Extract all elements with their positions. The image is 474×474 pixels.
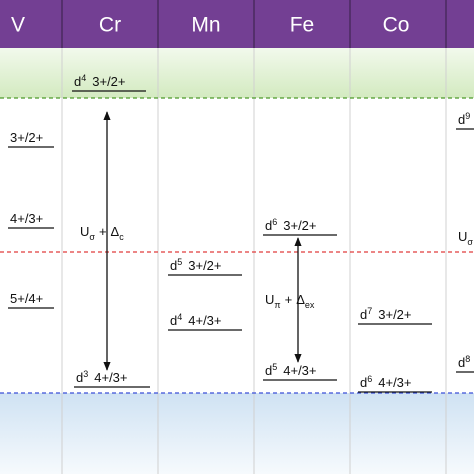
orbital: d	[458, 112, 465, 127]
orbital: d	[458, 355, 465, 370]
level-label: d5 3+/2+	[170, 257, 222, 273]
column-lines	[61, 48, 447, 474]
level-label: 5+/4+	[10, 291, 43, 306]
u-symbol: U	[80, 224, 89, 239]
electron-count: 4	[81, 73, 86, 83]
electron-count: 6	[272, 217, 277, 227]
u-subscript: σ	[467, 237, 473, 247]
orbital: d	[360, 375, 367, 390]
electron-count: 4	[177, 312, 182, 322]
oxidation-state: 4+/3+	[94, 370, 127, 385]
electron-count: 7	[367, 306, 372, 316]
u-subscript: π	[274, 300, 280, 310]
orbital: d	[360, 307, 367, 322]
orbital: d	[74, 74, 81, 89]
energy-annotation: Uσ + Δc	[80, 224, 124, 242]
header-dividers	[61, 0, 447, 48]
plus: +	[99, 224, 107, 239]
delta-symbol: Δ	[296, 292, 305, 307]
level-label: d6 3+/2+	[265, 217, 317, 233]
plus: +	[285, 292, 293, 307]
oxidation-state: 3+/2+	[283, 218, 316, 233]
column-header: Fe	[290, 14, 315, 37]
delta-symbol: Δ	[111, 224, 120, 239]
level-label: d6 4+/3+	[360, 374, 412, 390]
oxidation-state: 4+/3+	[283, 363, 316, 378]
level-label: d5 4+/3+	[265, 362, 317, 378]
orbital: d	[265, 363, 272, 378]
oxidation-state: 3+/2+	[378, 307, 411, 322]
orbital: d	[265, 218, 272, 233]
column-header: Co	[383, 14, 410, 37]
electron-count: 5	[177, 257, 182, 267]
header-band	[0, 0, 474, 48]
oxidation-state: 3+/2+	[10, 130, 43, 145]
electron-count: 5	[272, 362, 277, 372]
level-label: d3 4+/3+	[76, 369, 128, 385]
u-symbol: U	[265, 292, 274, 307]
level-label: 3+/2+	[10, 130, 43, 145]
oxidation-state: 4+/3+	[378, 375, 411, 390]
electron-count: 9	[465, 111, 470, 121]
electron-count: 8	[465, 354, 470, 364]
blue-band	[0, 393, 474, 474]
energy-annotation: Uπ + Δex	[265, 292, 315, 310]
level-label: d4 4+/3+	[170, 312, 222, 328]
oxidation-state: 4+/3+	[188, 313, 221, 328]
oxidation-state: 3+/2+	[188, 258, 221, 273]
delta-subscript: ex	[305, 300, 315, 310]
level-label: d4 3+/2+	[74, 73, 126, 89]
column-header: Mn	[191, 14, 220, 37]
delta-subscript: c	[119, 232, 124, 242]
green-band	[0, 48, 474, 98]
column-header: Cr	[99, 14, 121, 37]
column-header: V	[11, 14, 25, 37]
level-label: d7 3+/2+	[360, 306, 412, 322]
orbital: d	[76, 370, 83, 385]
level-label: d8	[458, 354, 470, 370]
oxidation-state: 4+/3+	[10, 211, 43, 226]
electron-count: 3	[83, 369, 88, 379]
orbital: d	[170, 258, 177, 273]
oxidation-state: 3+/2+	[92, 74, 125, 89]
oxidation-state: 5+/4+	[10, 291, 43, 306]
electron-count: 6	[367, 374, 372, 384]
energy-annotation: Uσ	[458, 229, 473, 247]
level-label: d9	[458, 111, 470, 127]
u-subscript: σ	[89, 232, 95, 242]
orbital: d	[170, 313, 177, 328]
level-label: 4+/3+	[10, 211, 43, 226]
u-symbol: U	[458, 229, 467, 244]
